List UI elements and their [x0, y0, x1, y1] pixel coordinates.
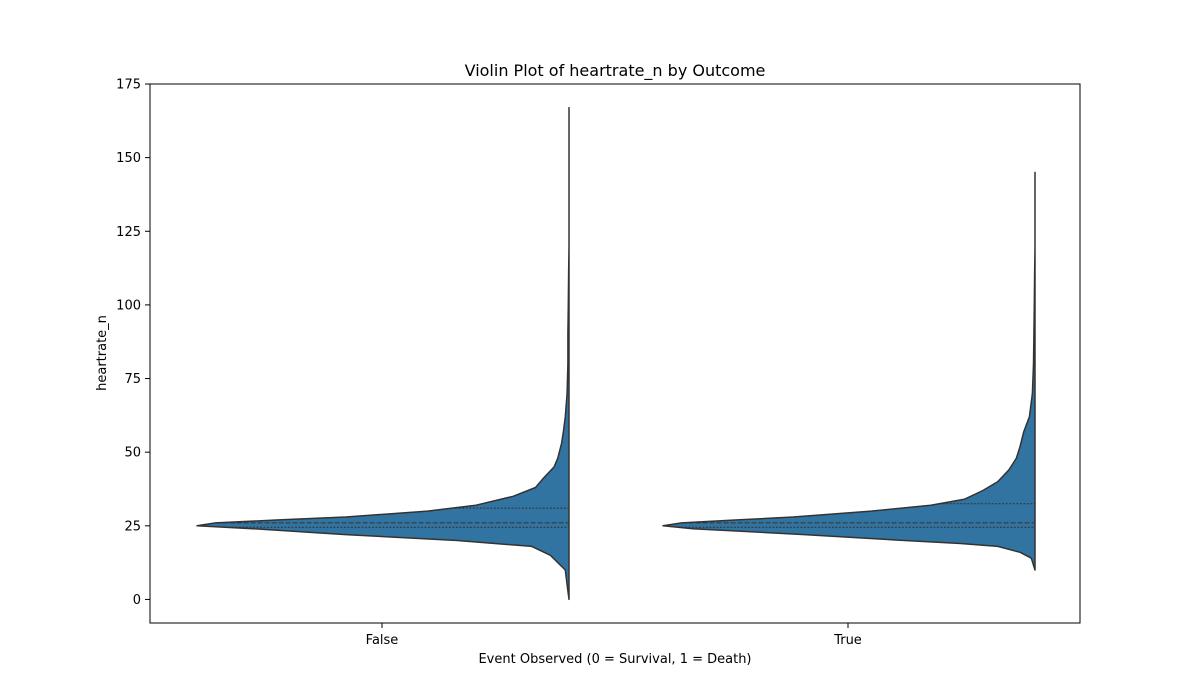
chart-title: Violin Plot of heartrate_n by Outcome — [465, 61, 766, 81]
y-tick-label: 25 — [124, 519, 141, 534]
x-tick-label: False — [366, 633, 399, 648]
y-tick-label: 125 — [116, 225, 141, 240]
y-tick-label: 75 — [124, 372, 141, 387]
y-tick-label: 0 — [133, 593, 141, 608]
x-axis-label: Event Observed (0 = Survival, 1 = Death) — [478, 652, 751, 667]
violins-layer — [196, 106, 1036, 601]
y-tick-label: 50 — [124, 446, 141, 461]
y-tick-label: 100 — [116, 298, 141, 313]
violin-body-true — [662, 171, 1036, 571]
y-tick-label: 175 — [116, 78, 141, 93]
y-tick-label: 150 — [116, 151, 141, 166]
x-tick-label: True — [833, 633, 862, 648]
plot-frame — [149, 83, 1081, 624]
y-axis-label: heartrate_n — [95, 315, 110, 391]
x-axis: False True — [366, 623, 862, 648]
y-axis: 0 25 50 75 100 125 150 175 — [116, 78, 150, 608]
violin-body-false — [196, 106, 570, 601]
